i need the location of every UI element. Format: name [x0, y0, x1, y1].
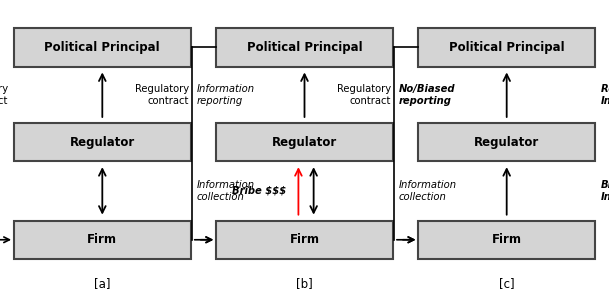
Text: Political Principal: Political Principal — [44, 41, 160, 54]
Text: Firm: Firm — [289, 233, 320, 246]
Text: Firm: Firm — [87, 233, 118, 246]
FancyBboxPatch shape — [216, 221, 393, 259]
Text: [b]: [b] — [296, 277, 313, 290]
Text: Regulatory
contract: Regulatory contract — [337, 84, 391, 105]
Text: Political Principal: Political Principal — [247, 41, 362, 54]
FancyBboxPatch shape — [14, 123, 191, 161]
FancyBboxPatch shape — [14, 221, 191, 259]
FancyBboxPatch shape — [418, 221, 595, 259]
Text: Report biased
Information: Report biased Information — [601, 84, 609, 105]
FancyBboxPatch shape — [418, 123, 595, 161]
FancyBboxPatch shape — [216, 28, 393, 67]
Text: Biased
Information: Biased Information — [601, 180, 609, 202]
Text: Regulator: Regulator — [474, 136, 540, 149]
FancyBboxPatch shape — [14, 28, 191, 67]
FancyBboxPatch shape — [216, 123, 393, 161]
Text: Firm: Firm — [491, 233, 522, 246]
FancyBboxPatch shape — [418, 28, 595, 67]
Text: Regulatory
contract: Regulatory contract — [0, 84, 8, 105]
Text: No/Biased
reporting: No/Biased reporting — [399, 84, 456, 105]
Text: Political Principal: Political Principal — [449, 41, 565, 54]
Text: Regulatory
contract: Regulatory contract — [135, 84, 189, 105]
Text: Bribe $$$: Bribe $$$ — [232, 186, 286, 196]
Text: Information
reporting: Information reporting — [197, 84, 255, 105]
Text: [a]: [a] — [94, 277, 111, 290]
Text: [c]: [c] — [499, 277, 515, 290]
Text: Regulator: Regulator — [272, 136, 337, 149]
Text: Regulator: Regulator — [69, 136, 135, 149]
Text: Information
collection: Information collection — [399, 180, 457, 202]
Text: Information
collection: Information collection — [197, 180, 255, 202]
